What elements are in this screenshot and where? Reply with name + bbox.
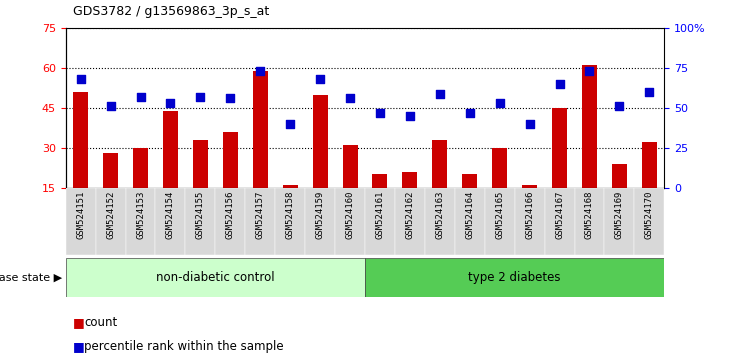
Text: GSM524156: GSM524156 bbox=[226, 191, 235, 239]
Point bbox=[584, 69, 596, 74]
Point bbox=[194, 94, 207, 100]
Bar bbox=[575, 188, 604, 255]
Text: GSM524152: GSM524152 bbox=[106, 191, 115, 239]
Bar bbox=[372, 175, 388, 188]
Bar bbox=[185, 188, 215, 255]
Bar bbox=[133, 148, 148, 188]
Bar bbox=[66, 188, 96, 255]
Bar bbox=[283, 185, 298, 188]
Text: GSM524168: GSM524168 bbox=[585, 191, 594, 239]
Bar bbox=[305, 188, 335, 255]
Bar bbox=[275, 188, 305, 255]
Point bbox=[134, 94, 146, 100]
Bar bbox=[425, 188, 455, 255]
Bar bbox=[73, 92, 88, 188]
Text: GSM524157: GSM524157 bbox=[255, 191, 265, 239]
Bar bbox=[223, 132, 238, 188]
Text: GSM524167: GSM524167 bbox=[555, 191, 564, 239]
Text: ■: ■ bbox=[73, 341, 85, 353]
Text: GSM524163: GSM524163 bbox=[435, 191, 445, 239]
Point bbox=[464, 110, 476, 116]
Point bbox=[494, 101, 506, 106]
Point bbox=[314, 76, 326, 82]
Bar bbox=[582, 65, 597, 188]
Text: non-diabetic control: non-diabetic control bbox=[156, 272, 274, 284]
Bar bbox=[604, 188, 634, 255]
Point bbox=[165, 101, 177, 106]
Point bbox=[524, 121, 536, 127]
Point bbox=[554, 81, 566, 87]
Bar bbox=[193, 140, 208, 188]
Text: GDS3782 / g13569863_3p_s_at: GDS3782 / g13569863_3p_s_at bbox=[73, 5, 269, 18]
Bar bbox=[552, 108, 567, 188]
Text: GSM524161: GSM524161 bbox=[375, 191, 385, 239]
Text: GSM524170: GSM524170 bbox=[645, 191, 654, 239]
Point bbox=[225, 96, 237, 101]
Bar bbox=[402, 172, 418, 188]
Bar bbox=[395, 188, 425, 255]
Text: GSM524151: GSM524151 bbox=[76, 191, 85, 239]
Bar bbox=[365, 188, 395, 255]
Point bbox=[345, 96, 356, 101]
Bar bbox=[545, 188, 575, 255]
Text: GSM524160: GSM524160 bbox=[345, 191, 355, 239]
Point bbox=[75, 76, 87, 82]
Bar bbox=[492, 148, 507, 188]
Text: GSM524166: GSM524166 bbox=[525, 191, 534, 239]
Bar bbox=[215, 188, 245, 255]
Bar bbox=[126, 188, 155, 255]
Bar bbox=[245, 188, 275, 255]
Point bbox=[404, 113, 416, 119]
Text: GSM524159: GSM524159 bbox=[315, 191, 325, 239]
Bar bbox=[462, 175, 477, 188]
Bar bbox=[642, 143, 657, 188]
Bar bbox=[342, 145, 358, 188]
Bar bbox=[335, 188, 365, 255]
Bar bbox=[253, 71, 268, 188]
Bar bbox=[66, 258, 365, 297]
Text: ■: ■ bbox=[73, 316, 85, 329]
Bar bbox=[522, 185, 537, 188]
Text: GSM524162: GSM524162 bbox=[405, 191, 415, 239]
Point bbox=[613, 103, 625, 109]
Point bbox=[285, 121, 296, 127]
Bar bbox=[515, 188, 545, 255]
Text: GSM524154: GSM524154 bbox=[166, 191, 175, 239]
Bar bbox=[365, 258, 664, 297]
Text: percentile rank within the sample: percentile rank within the sample bbox=[84, 341, 283, 353]
Bar bbox=[634, 188, 664, 255]
Point bbox=[374, 110, 386, 116]
Bar bbox=[432, 140, 447, 188]
Bar bbox=[96, 188, 126, 255]
Text: GSM524169: GSM524169 bbox=[615, 191, 624, 239]
Bar bbox=[485, 188, 515, 255]
Bar bbox=[312, 95, 328, 188]
Bar bbox=[163, 111, 178, 188]
Point bbox=[105, 103, 117, 109]
Text: GSM524164: GSM524164 bbox=[465, 191, 474, 239]
Bar bbox=[455, 188, 485, 255]
Bar bbox=[103, 153, 118, 188]
Text: type 2 diabetes: type 2 diabetes bbox=[469, 272, 561, 284]
Text: GSM524155: GSM524155 bbox=[196, 191, 205, 239]
Bar bbox=[155, 188, 185, 255]
Text: GSM524153: GSM524153 bbox=[136, 191, 145, 239]
Text: GSM524158: GSM524158 bbox=[285, 191, 295, 239]
Text: count: count bbox=[84, 316, 118, 329]
Point bbox=[644, 89, 656, 95]
Text: GSM524165: GSM524165 bbox=[495, 191, 504, 239]
Point bbox=[434, 91, 445, 97]
Point bbox=[254, 69, 266, 74]
Bar bbox=[612, 164, 627, 188]
Text: disease state ▶: disease state ▶ bbox=[0, 273, 62, 283]
